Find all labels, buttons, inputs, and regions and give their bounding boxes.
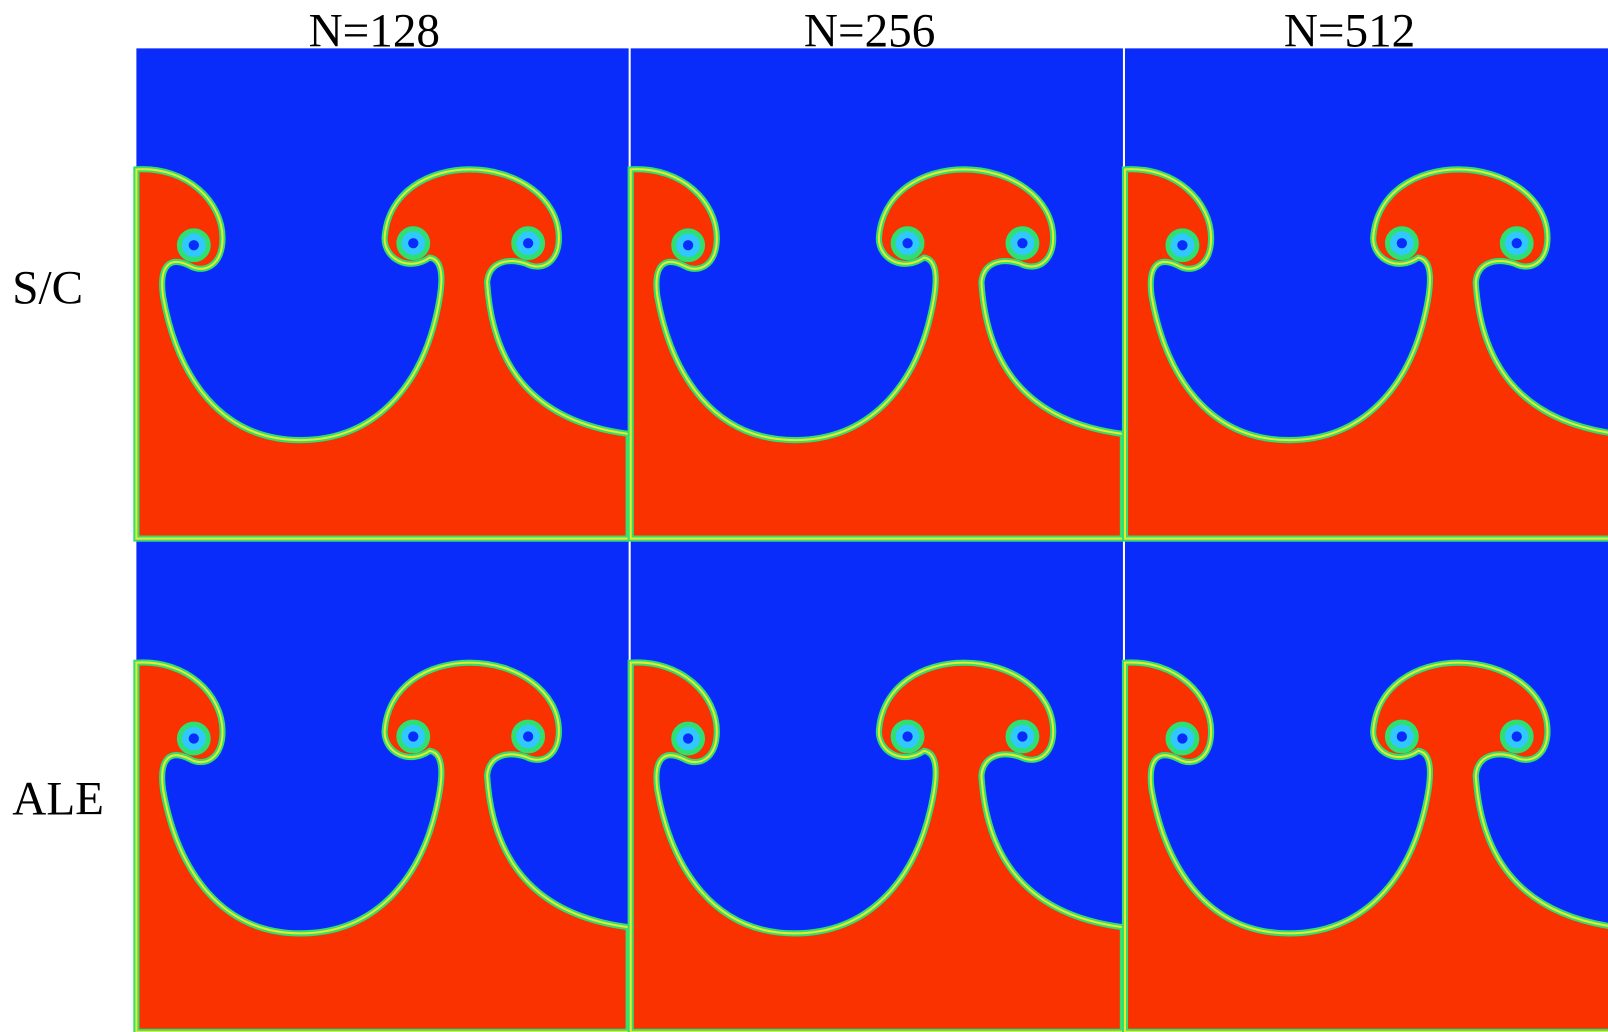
column-label: N=128 [309, 5, 440, 57]
row-label: S/C [12, 263, 83, 315]
panel [631, 542, 1123, 1032]
figure: N=128 N=256 N=512 S/C ALE [0, 0, 1608, 1032]
panel [631, 48, 1123, 538]
panel [136, 542, 628, 1032]
column-label: N=256 [804, 5, 935, 57]
page: N=128 N=256 N=512 S/C ALE (() => { const… [0, 0, 1608, 1032]
panel [1125, 542, 1608, 1032]
panel [1125, 48, 1608, 538]
column-label: N=512 [1284, 5, 1415, 57]
panel [136, 48, 628, 538]
panel-grid [136, 48, 1608, 1031]
row-label: ALE [12, 773, 104, 825]
